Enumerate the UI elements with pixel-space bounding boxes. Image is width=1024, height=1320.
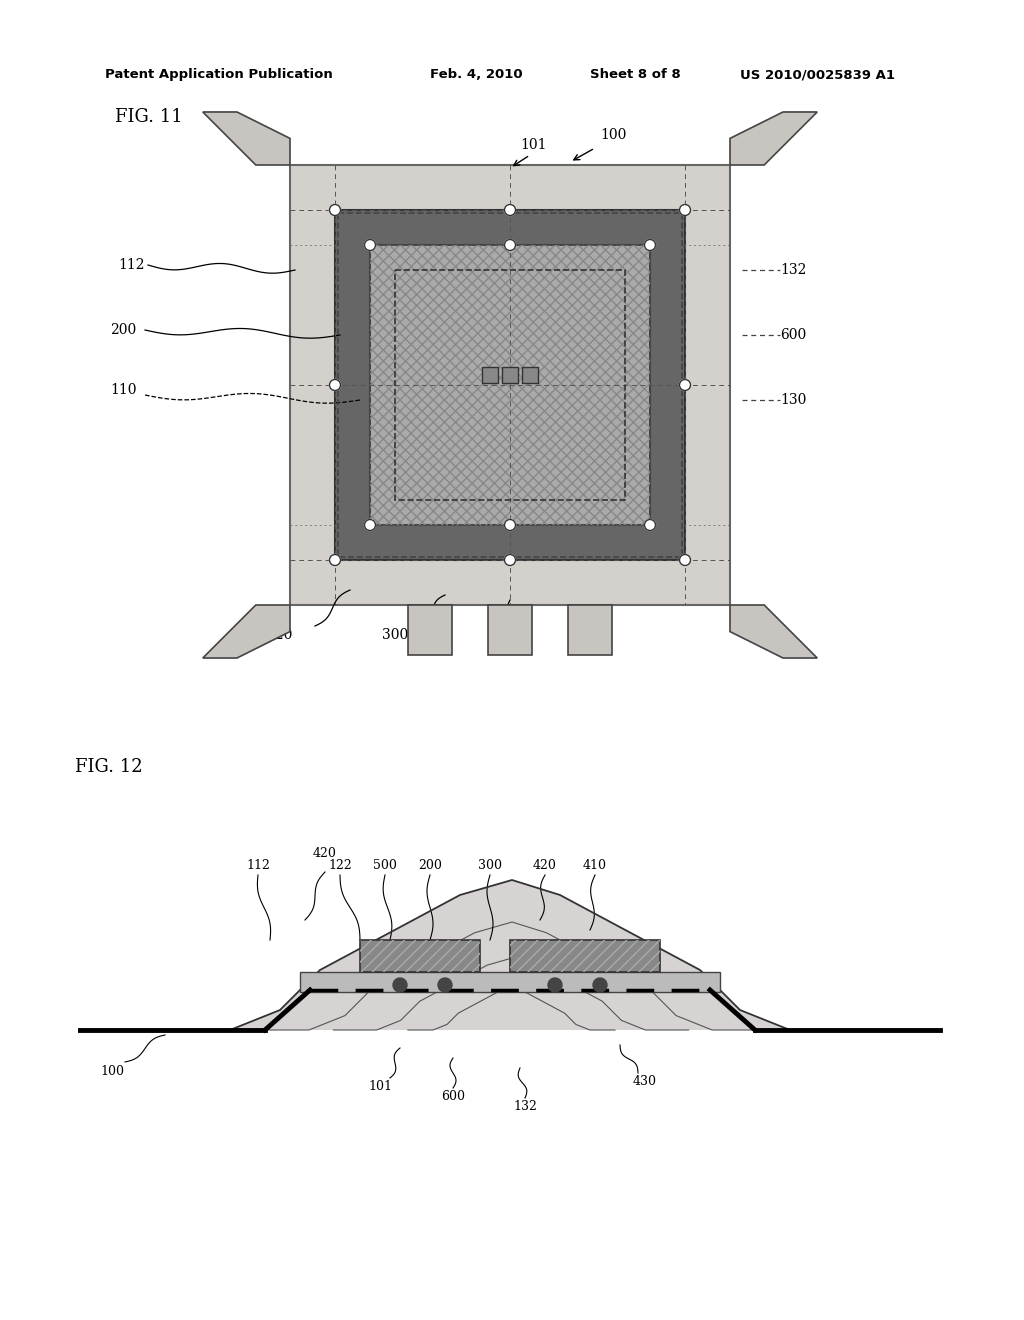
Circle shape: [330, 205, 341, 215]
Circle shape: [548, 978, 562, 993]
Circle shape: [680, 205, 690, 215]
Text: 132: 132: [513, 1100, 537, 1113]
Circle shape: [365, 520, 376, 531]
Text: 410: 410: [583, 859, 607, 873]
Text: 200: 200: [418, 859, 442, 873]
Circle shape: [330, 554, 341, 565]
Text: 600: 600: [780, 327, 806, 342]
Bar: [290, 165, 730, 605]
Circle shape: [505, 554, 515, 565]
Text: 122: 122: [328, 859, 352, 873]
Text: 600: 600: [441, 1090, 465, 1104]
Text: FIG. 12: FIG. 12: [75, 758, 142, 776]
Circle shape: [680, 380, 690, 391]
Bar: [395, 271, 625, 500]
Text: 101: 101: [520, 139, 547, 152]
Circle shape: [393, 978, 407, 993]
Text: 100: 100: [600, 128, 627, 143]
Circle shape: [680, 554, 690, 565]
Bar: [488, 605, 532, 655]
Bar: [300, 972, 720, 993]
Text: 300: 300: [382, 628, 409, 642]
Text: 112: 112: [118, 257, 144, 272]
Text: 100: 100: [100, 1065, 124, 1078]
Circle shape: [644, 520, 655, 531]
Text: 200: 200: [110, 323, 136, 337]
Bar: [510, 940, 660, 972]
Text: 130: 130: [780, 393, 806, 407]
Bar: [360, 940, 480, 972]
Text: FIG. 11: FIG. 11: [115, 108, 182, 125]
Text: US 2010/0025839 A1: US 2010/0025839 A1: [740, 69, 895, 81]
Bar: [502, 367, 518, 383]
Text: 420: 420: [313, 847, 337, 861]
Polygon shape: [203, 112, 290, 165]
Text: Patent Application Publication: Patent Application Publication: [105, 69, 333, 81]
Text: 120: 120: [267, 628, 293, 642]
Circle shape: [593, 978, 607, 993]
Circle shape: [644, 239, 655, 251]
Bar: [408, 605, 452, 655]
Circle shape: [505, 205, 515, 215]
Text: 420: 420: [534, 859, 557, 873]
Bar: [370, 246, 650, 525]
Bar: [522, 367, 538, 383]
Text: 430: 430: [633, 1074, 657, 1088]
Polygon shape: [140, 880, 880, 1030]
Polygon shape: [203, 605, 290, 659]
Circle shape: [330, 380, 341, 391]
Bar: [568, 605, 612, 655]
Text: 112: 112: [246, 859, 270, 873]
Text: 110: 110: [110, 383, 136, 397]
Polygon shape: [730, 605, 817, 659]
Text: 300: 300: [478, 859, 502, 873]
Text: 132: 132: [780, 263, 806, 277]
Bar: [510, 940, 660, 972]
Polygon shape: [730, 112, 817, 165]
Text: 101: 101: [368, 1080, 392, 1093]
Circle shape: [438, 978, 452, 993]
Text: 122: 122: [497, 642, 523, 656]
Circle shape: [505, 239, 515, 251]
Bar: [335, 210, 685, 560]
Bar: [360, 940, 480, 972]
Circle shape: [505, 520, 515, 531]
Text: 500: 500: [373, 859, 397, 873]
Text: Feb. 4, 2010: Feb. 4, 2010: [430, 69, 522, 81]
Bar: [370, 246, 650, 525]
Bar: [482, 367, 498, 383]
Text: Sheet 8 of 8: Sheet 8 of 8: [590, 69, 681, 81]
Bar: [338, 213, 682, 557]
Circle shape: [365, 239, 376, 251]
